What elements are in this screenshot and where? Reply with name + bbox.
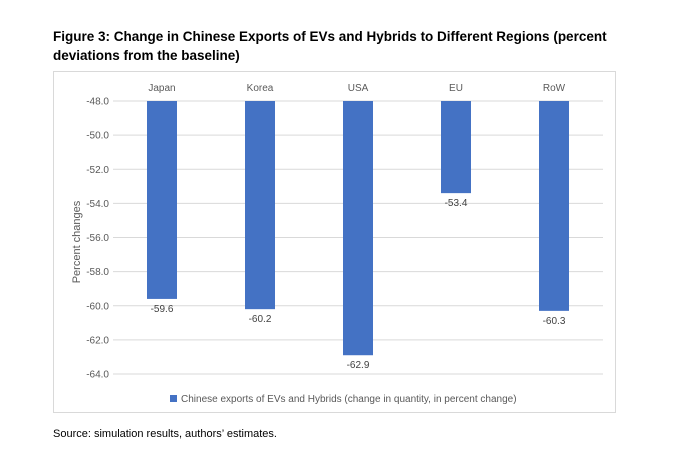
data-label: -62.9 <box>347 360 370 371</box>
bar-usa <box>343 101 373 356</box>
bar-chart: -48.0 -50.0 -52.0 -54.0 -56.0 -58.0 -60.0 -62.0… <box>71 83 603 405</box>
data-label: -53.4 <box>445 198 468 209</box>
y-tick-label: -58.0 <box>86 267 109 278</box>
y-tick-label: -62.0 <box>86 335 109 346</box>
category-label: EU <box>449 83 463 94</box>
legend: Chinese exports of EVs and Hybrids (chan… <box>170 394 517 405</box>
y-tick-label: -52.0 <box>86 165 109 176</box>
y-tick-label: -50.0 <box>86 131 109 142</box>
bar-korea <box>245 101 275 310</box>
y-tick-label: -54.0 <box>86 199 109 210</box>
legend-swatch <box>170 395 177 402</box>
labels: -48.0 -50.0 -52.0 -54.0 -56.0 -58.0 -60.0 -62.0… <box>86 83 566 381</box>
data-label: -60.2 <box>249 314 272 325</box>
category-label: Japan <box>148 83 175 94</box>
figure-title: Figure 3: Change in Chinese Exports of E… <box>53 29 607 63</box>
category-label: Korea <box>247 83 274 94</box>
category-label: USA <box>348 83 369 94</box>
y-tick-label: -64.0 <box>86 370 109 381</box>
y-tick-label: -60.0 <box>86 301 109 312</box>
bar-row <box>539 101 569 311</box>
category-label: RoW <box>543 83 566 94</box>
source-note: Source: simulation results, authors’ est… <box>53 428 277 440</box>
data-label: -59.6 <box>151 304 174 315</box>
bar-japan <box>147 101 177 299</box>
chart-area: -48.0 -50.0 -52.0 -54.0 -56.0 -58.0 -60.0 -62.0… <box>53 71 616 413</box>
bars <box>147 101 569 356</box>
legend-label: Chinese exports of EVs and Hybrids (chan… <box>181 394 517 405</box>
data-label: -60.3 <box>543 316 566 327</box>
y-axis-title: Percent changes <box>71 200 83 283</box>
bar-eu <box>441 101 471 194</box>
y-tick-label: -56.0 <box>86 233 109 244</box>
y-tick-label: -48.0 <box>86 97 109 108</box>
